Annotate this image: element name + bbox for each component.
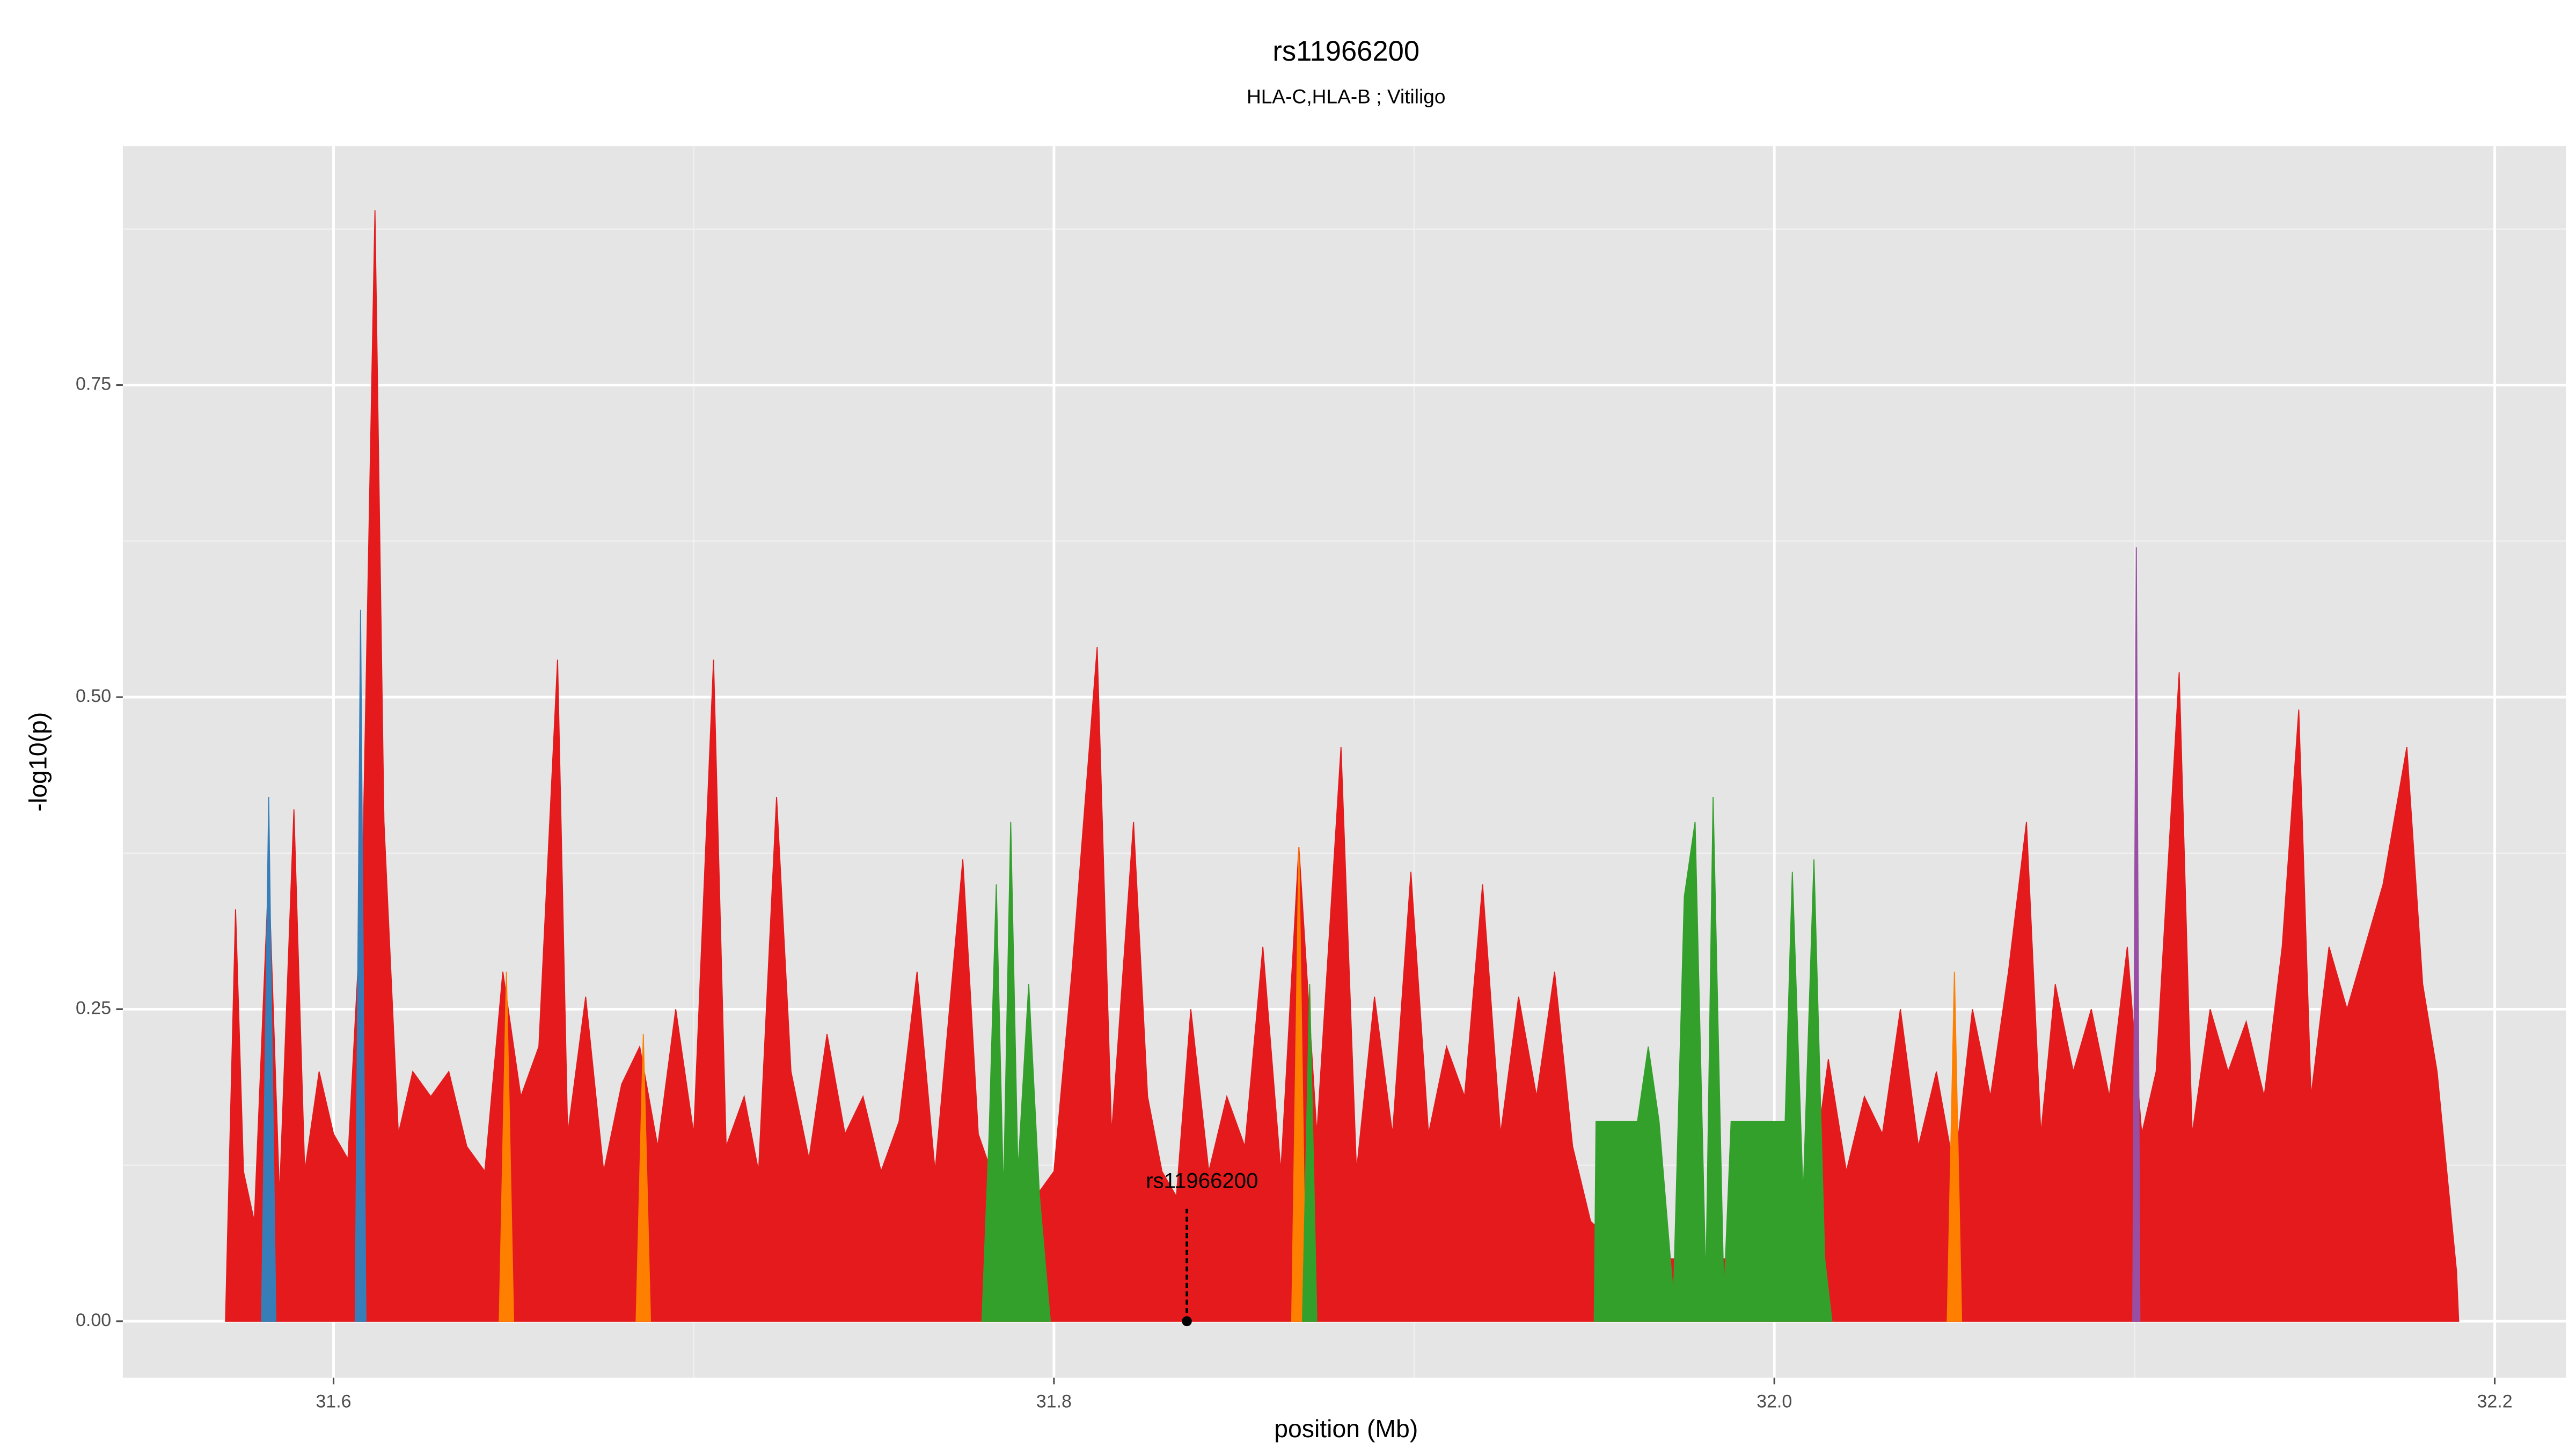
area-series	[499, 847, 1963, 1322]
area-series	[261, 610, 367, 1322]
chart-subtitle: HLA-C,HLA-B ; Vitiligo	[1247, 85, 1446, 107]
y-tick-label: 0.00	[76, 1310, 111, 1330]
highlight-label: rs11966200	[1146, 1169, 1258, 1193]
y-tick-label: 0.75	[76, 374, 111, 394]
highlight-point	[1182, 1316, 1192, 1327]
chart-title: rs11966200	[1272, 35, 1419, 67]
y-axis-label: -log10(p)	[24, 712, 52, 812]
x-tick-label: 31.8	[1036, 1391, 1072, 1411]
area-series	[981, 797, 1833, 1322]
x-tick-label: 31.6	[316, 1391, 351, 1411]
y-tick-label: 0.25	[76, 998, 111, 1018]
y-tick-label: 0.50	[76, 686, 111, 706]
area-series	[225, 210, 2460, 1322]
area-series	[2132, 547, 2141, 1322]
x-tick-label: 32.2	[2477, 1391, 2512, 1411]
x-axis-label: position (Mb)	[1274, 1415, 1418, 1443]
x-tick-label: 32.0	[1757, 1391, 1792, 1411]
